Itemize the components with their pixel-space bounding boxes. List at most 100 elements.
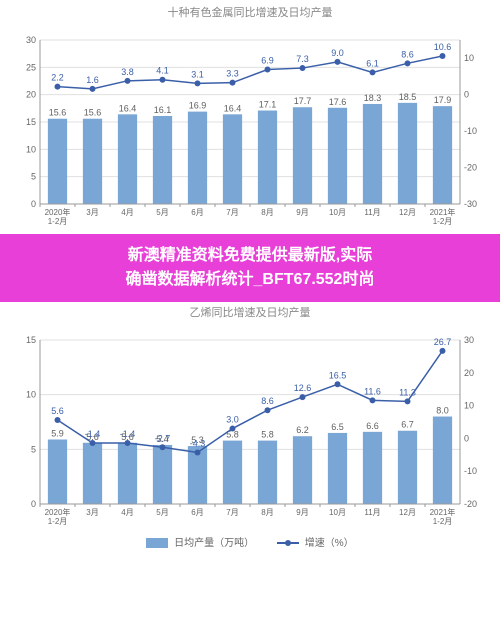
- svg-text:11.6: 11.6: [364, 386, 381, 396]
- svg-text:7月: 7月: [226, 208, 238, 217]
- svg-text:16.9: 16.9: [189, 101, 207, 111]
- svg-text:6.7: 6.7: [401, 420, 414, 430]
- svg-text:16.1: 16.1: [154, 105, 172, 115]
- svg-text:20: 20: [464, 368, 474, 378]
- svg-text:4.1: 4.1: [156, 66, 169, 76]
- svg-text:-10: -10: [464, 466, 477, 476]
- svg-text:10: 10: [26, 144, 36, 154]
- svg-text:-4.3: -4.3: [190, 439, 206, 449]
- svg-text:30: 30: [26, 35, 36, 45]
- svg-text:8.0: 8.0: [436, 406, 449, 416]
- legend-bar-item: 日均产量（万吨）: [146, 538, 257, 549]
- svg-text:-10: -10: [464, 126, 477, 136]
- svg-text:4月: 4月: [121, 508, 133, 517]
- svg-text:3月: 3月: [86, 508, 98, 517]
- banner-line2: 确凿数据解析统计_BFT67.552时尚: [6, 268, 494, 292]
- svg-text:2021年: 2021年: [430, 207, 456, 217]
- svg-text:5月: 5月: [156, 508, 168, 517]
- svg-text:11月: 11月: [364, 508, 380, 517]
- svg-text:16.5: 16.5: [329, 370, 347, 380]
- svg-text:5.6: 5.6: [51, 406, 64, 416]
- svg-text:5月: 5月: [156, 208, 168, 217]
- svg-text:6.1: 6.1: [366, 58, 379, 68]
- svg-text:11.3: 11.3: [399, 387, 416, 397]
- svg-text:3月: 3月: [86, 208, 98, 217]
- svg-text:6.5: 6.5: [331, 422, 344, 432]
- legend-bar-label: 日均产量（万吨）: [174, 538, 254, 549]
- svg-text:0: 0: [464, 433, 469, 443]
- svg-text:-30: -30: [464, 199, 477, 209]
- svg-text:6月: 6月: [191, 508, 203, 517]
- svg-text:4月: 4月: [121, 208, 133, 217]
- svg-text:6月: 6月: [191, 208, 203, 217]
- svg-text:3.8: 3.8: [121, 67, 134, 77]
- svg-text:-20: -20: [464, 163, 477, 173]
- svg-text:12月: 12月: [399, 508, 416, 517]
- legend-line-item: 增速（%）: [277, 538, 354, 549]
- svg-text:3.1: 3.1: [191, 69, 204, 79]
- svg-text:0: 0: [464, 90, 469, 100]
- svg-text:10: 10: [464, 53, 474, 63]
- svg-text:5: 5: [31, 444, 36, 454]
- svg-text:6.9: 6.9: [261, 56, 274, 66]
- svg-text:12.6: 12.6: [294, 383, 312, 393]
- svg-text:5: 5: [31, 172, 36, 182]
- svg-text:15.6: 15.6: [49, 108, 67, 118]
- svg-text:17.9: 17.9: [434, 95, 452, 105]
- svg-text:9月: 9月: [296, 208, 308, 217]
- svg-text:8.6: 8.6: [401, 49, 414, 59]
- svg-text:18.5: 18.5: [399, 92, 417, 102]
- svg-text:15: 15: [26, 117, 36, 127]
- svg-text:3.0: 3.0: [226, 415, 239, 425]
- chart1-title: 十种有色金属同比增速及日均产量: [0, 4, 500, 20]
- svg-text:11月: 11月: [364, 208, 380, 217]
- svg-text:30: 30: [464, 335, 474, 345]
- svg-text:2.2: 2.2: [51, 73, 64, 83]
- chart2-title: 乙烯同比增速及日均产量: [0, 304, 500, 320]
- svg-text:20: 20: [26, 90, 36, 100]
- svg-text:-20: -20: [464, 499, 477, 509]
- chart2-legend: 日均产量（万吨） 增速（%）: [0, 534, 500, 549]
- svg-text:10月: 10月: [329, 508, 346, 517]
- svg-text:9.0: 9.0: [331, 48, 344, 58]
- svg-text:17.6: 17.6: [329, 97, 347, 107]
- svg-text:1-2月: 1-2月: [48, 517, 68, 526]
- svg-text:18.3: 18.3: [364, 93, 382, 103]
- chart2: 051015-20-1001020305.95.65.65.45.35.85.8…: [10, 322, 490, 532]
- svg-text:0: 0: [31, 499, 36, 509]
- svg-text:6.6: 6.6: [366, 421, 379, 431]
- svg-text:17.7: 17.7: [294, 96, 312, 106]
- banner: 新澳精准资料免费提供最新版,实际 确凿数据解析统计_BFT67.552时尚: [0, 234, 500, 302]
- legend-line-swatch: [277, 542, 299, 544]
- svg-text:15: 15: [26, 335, 36, 345]
- svg-text:10: 10: [464, 401, 474, 411]
- svg-text:7.3: 7.3: [296, 54, 309, 64]
- svg-text:16.4: 16.4: [224, 103, 242, 113]
- svg-text:-1.4: -1.4: [120, 429, 136, 439]
- svg-text:3.3: 3.3: [226, 69, 239, 79]
- legend-line-label: 增速（%）: [305, 538, 354, 549]
- svg-text:16.4: 16.4: [119, 103, 137, 113]
- svg-text:2020年: 2020年: [45, 507, 71, 517]
- svg-text:6.2: 6.2: [296, 425, 309, 435]
- svg-text:2021年: 2021年: [430, 507, 456, 517]
- svg-text:1.6: 1.6: [86, 75, 99, 85]
- svg-text:25: 25: [26, 62, 36, 72]
- svg-text:15.6: 15.6: [84, 108, 102, 118]
- svg-text:10月: 10月: [329, 208, 346, 217]
- svg-text:12月: 12月: [399, 208, 416, 217]
- svg-text:17.1: 17.1: [259, 100, 277, 110]
- svg-text:1-2月: 1-2月: [433, 217, 453, 226]
- chart1: 0 5 10 15 20 25 30 -30 -20 -10 0 10 15.6 15.6 16.4 16.1…: [10, 22, 490, 232]
- svg-text:0: 0: [31, 199, 36, 209]
- svg-text:5.9: 5.9: [51, 428, 64, 438]
- banner-line1: 新澳精准资料免费提供最新版,实际: [6, 244, 494, 268]
- svg-text:10: 10: [26, 390, 36, 400]
- svg-text:2020年: 2020年: [45, 207, 71, 217]
- svg-text:8月: 8月: [261, 208, 273, 217]
- svg-text:8月: 8月: [261, 508, 273, 517]
- svg-text:-1.4: -1.4: [85, 429, 101, 439]
- svg-text:9月: 9月: [296, 508, 308, 517]
- svg-text:10.6: 10.6: [434, 42, 452, 52]
- legend-bar-swatch: [146, 538, 168, 548]
